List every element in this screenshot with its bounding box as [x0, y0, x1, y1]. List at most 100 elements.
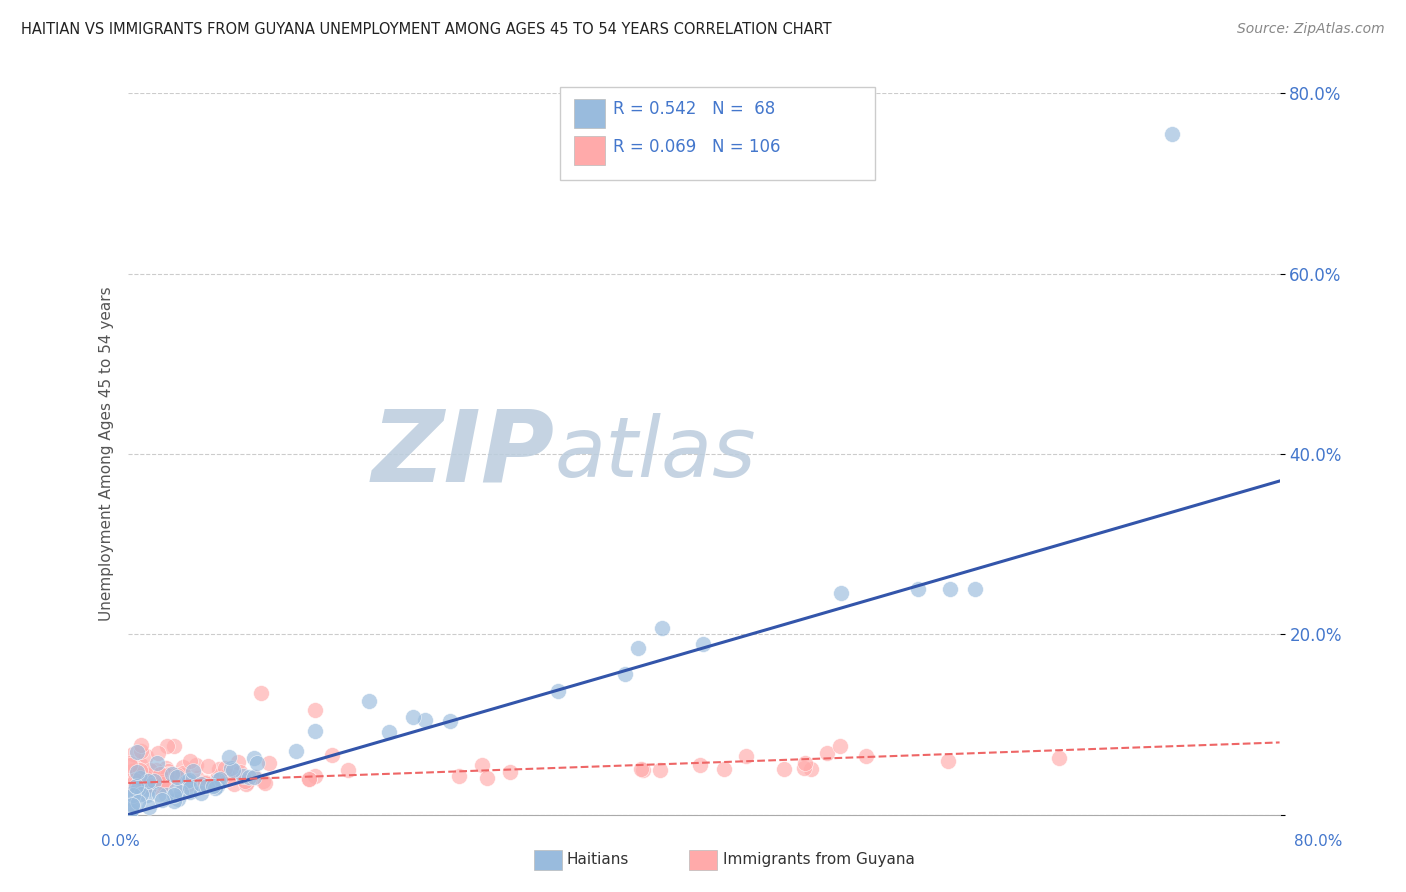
Point	[128, 768, 150, 782]
Point	[121, 764, 143, 778]
Point	[149, 767, 172, 781]
Point	[160, 767, 183, 781]
Y-axis label: Unemployment Among Ages 45 to 54 years: Unemployment Among Ages 45 to 54 years	[100, 286, 114, 621]
Point	[631, 764, 654, 778]
Point	[907, 582, 929, 597]
Point	[169, 784, 191, 798]
Point	[855, 748, 877, 763]
Point	[150, 778, 173, 792]
Point	[139, 778, 162, 792]
Point	[201, 779, 224, 793]
Point	[138, 782, 160, 797]
Point	[118, 757, 141, 772]
Point	[125, 776, 148, 790]
Point	[830, 739, 852, 753]
Point	[156, 739, 179, 754]
Point	[127, 780, 149, 795]
Point	[965, 582, 987, 597]
Point	[243, 770, 266, 784]
Point	[148, 767, 170, 781]
Point	[134, 772, 156, 787]
Point	[197, 759, 219, 773]
Point	[136, 789, 159, 803]
Point	[243, 751, 266, 765]
Point	[127, 795, 149, 809]
Point	[152, 777, 174, 791]
Point	[219, 761, 242, 775]
Point	[128, 772, 150, 787]
Point	[124, 772, 146, 787]
Point	[128, 769, 150, 783]
Point	[131, 744, 153, 758]
Point	[181, 764, 204, 778]
Point	[162, 739, 184, 753]
Point	[793, 756, 815, 770]
Point	[257, 756, 280, 770]
Point	[800, 762, 823, 776]
Point	[127, 745, 149, 759]
Point	[184, 757, 207, 772]
Point	[155, 788, 177, 802]
Point	[1047, 751, 1070, 765]
Text: HAITIAN VS IMMIGRANTS FROM GUYANA UNEMPLOYMENT AMONG AGES 45 TO 54 YEARS CORRELA: HAITIAN VS IMMIGRANTS FROM GUYANA UNEMPL…	[21, 22, 832, 37]
Point	[149, 767, 172, 781]
Point	[252, 773, 274, 788]
Point	[129, 771, 152, 785]
Point	[245, 756, 267, 770]
Point	[177, 772, 200, 787]
Point	[172, 767, 194, 781]
Point	[135, 749, 157, 764]
Point	[190, 786, 212, 800]
Text: 80.0%: 80.0%	[1295, 834, 1343, 849]
Point	[172, 760, 194, 774]
Text: Immigrants from Guyana: Immigrants from Guyana	[723, 853, 914, 867]
Point	[304, 769, 326, 783]
Point	[145, 764, 167, 778]
Point	[254, 776, 277, 790]
Point	[284, 744, 307, 758]
Point	[162, 788, 184, 802]
Point	[121, 797, 143, 812]
Point	[129, 787, 152, 801]
Point	[195, 780, 218, 794]
Point	[121, 786, 143, 800]
Point	[233, 773, 256, 788]
Point	[120, 791, 142, 805]
Text: Source: ZipAtlas.com: Source: ZipAtlas.com	[1237, 22, 1385, 37]
Point	[321, 747, 343, 762]
Point	[218, 749, 240, 764]
Point	[179, 785, 201, 799]
Point	[155, 773, 177, 788]
Point	[139, 763, 162, 777]
Point	[127, 775, 149, 789]
Point	[172, 777, 194, 791]
Point	[439, 714, 461, 728]
Point	[614, 667, 637, 681]
Point	[735, 749, 758, 764]
Point	[209, 772, 232, 786]
Point	[214, 761, 236, 775]
Text: atlas: atlas	[554, 414, 756, 494]
Point	[177, 777, 200, 791]
Point	[166, 767, 188, 781]
Point	[207, 769, 229, 783]
Point	[547, 684, 569, 698]
Point	[249, 686, 271, 700]
Point	[201, 774, 224, 789]
Point	[135, 768, 157, 782]
Point	[207, 772, 229, 787]
Point	[498, 764, 520, 779]
Point	[449, 769, 471, 783]
Text: ZIP: ZIP	[371, 406, 554, 502]
Point	[156, 767, 179, 781]
Point	[815, 746, 838, 760]
Point	[125, 772, 148, 787]
Point	[204, 781, 226, 796]
Text: Haitians: Haitians	[567, 853, 628, 867]
Point	[238, 770, 260, 784]
Point	[235, 777, 257, 791]
Point	[150, 775, 173, 789]
Point	[153, 773, 176, 788]
Point	[163, 794, 186, 808]
Point	[155, 761, 177, 775]
